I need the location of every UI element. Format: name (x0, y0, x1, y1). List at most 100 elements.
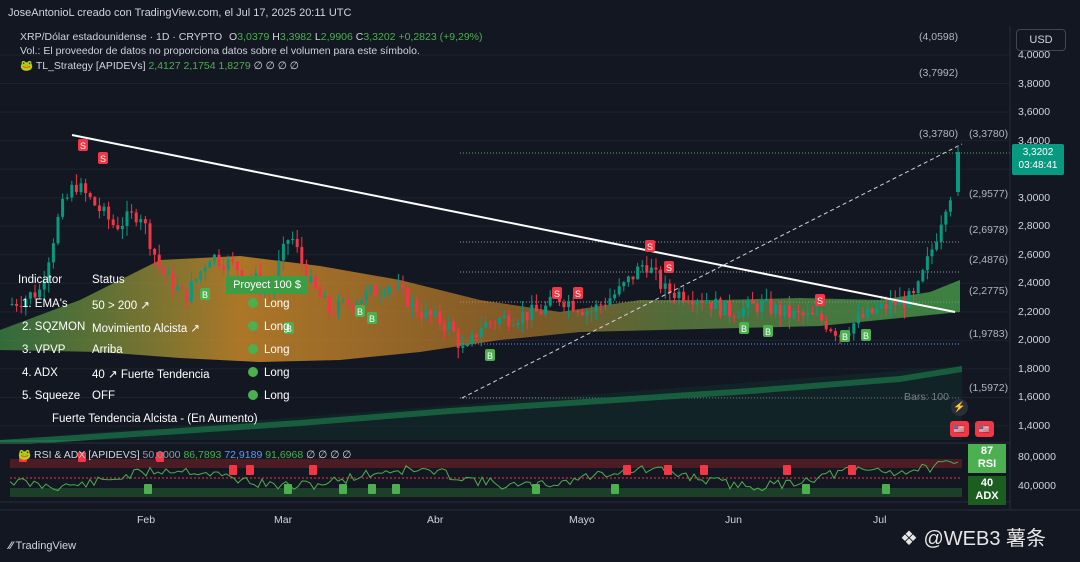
current-price: 3,3202 (1022, 147, 1054, 158)
rsi-buy-marker (144, 484, 152, 494)
sell-signal-marker (78, 139, 88, 151)
candle-body (231, 259, 235, 262)
rsi-buy-marker (802, 484, 810, 494)
rsi-sell-marker (664, 465, 672, 475)
candle-body (387, 286, 391, 294)
price-tick: 3,8000 (1018, 77, 1051, 90)
rsi-sell-marker (848, 465, 856, 475)
row-status: 40 ↗ Fuerte Tendencia (92, 369, 210, 381)
currency-button[interactable]: USD (1016, 29, 1066, 51)
candle-body (157, 254, 161, 268)
candle-body (525, 312, 529, 320)
candle-body (360, 299, 364, 304)
candle-body (718, 298, 722, 316)
level-label: (2,4876) (969, 254, 1009, 266)
candle-body (97, 205, 101, 212)
rsi-line (9, 460, 959, 492)
candle-body (925, 256, 929, 271)
candle-body (199, 271, 203, 279)
signal-marker-label: B (369, 314, 375, 324)
candle-body (511, 325, 515, 327)
ohlc-low-label: L (314, 31, 321, 43)
candle-body (783, 305, 787, 316)
candle-body (856, 314, 860, 324)
candle-body (396, 284, 400, 288)
row-status: OFF (92, 390, 115, 402)
flag-us-icon[interactable]: 🇺🇸 (950, 421, 969, 437)
candle-body (912, 291, 916, 294)
candle-body (79, 183, 83, 193)
candle-body (617, 286, 621, 295)
candle-body (603, 304, 607, 306)
rsi-sell-marker (246, 465, 254, 475)
strategy-v3: 1,8279 (218, 60, 251, 72)
sell-signal-marker (98, 152, 108, 164)
tradingview-logo[interactable]: ⁄⁄ TradingView (9, 540, 76, 552)
rsi-sell-marker (229, 465, 237, 475)
rsi-markers (19, 452, 890, 494)
flag-us-icon[interactable]: 🇺🇸 (975, 421, 994, 437)
price-tick: 2,2000 (1018, 305, 1051, 318)
candle-body (465, 343, 469, 347)
buy-signal-marker (200, 288, 210, 300)
candle-body (548, 296, 552, 306)
symbol-legend[interactable]: XRP/Dólar estadounidense · 1D · CRYPTO O… (20, 31, 483, 43)
candle-body (870, 308, 874, 314)
candle-body (410, 300, 414, 308)
candle-body (677, 291, 681, 299)
candle-body (107, 206, 111, 220)
candle-body (567, 301, 571, 308)
candle-body (608, 298, 612, 306)
time-axis-label: Mar (274, 514, 293, 526)
sell-signal-marker (552, 287, 562, 299)
signal-marker-label: B (357, 307, 363, 317)
candle-body (806, 312, 810, 316)
signal-marker-label: S (554, 289, 560, 299)
candle-body (948, 200, 952, 212)
time-axis-label: Jun (725, 514, 742, 526)
candle-body (240, 270, 244, 278)
candle-body (350, 304, 354, 309)
lightning-icon[interactable]: ⚡ (951, 399, 968, 416)
candle-body (10, 303, 14, 305)
row-indicator: 1. EMA's (22, 298, 68, 310)
candle-body (521, 312, 525, 323)
candle-body (626, 276, 630, 283)
candle-body (143, 219, 147, 224)
buy-signal-marker (355, 305, 365, 317)
candle-body (636, 266, 640, 280)
candle-body (921, 270, 925, 282)
candle-body (442, 324, 446, 330)
candle-body (902, 298, 906, 308)
candle-body (102, 206, 106, 212)
strategy-legend[interactable]: 🐸 TL_Strategy [APIDEVs] 2,4127 2,1754 1,… (20, 59, 299, 72)
price-tick: 2,0000 (1018, 334, 1051, 347)
candle-body (194, 278, 198, 281)
candle-body (939, 224, 943, 242)
rsi-value-tag: 87 RSI (968, 444, 1006, 473)
candle-body (314, 276, 318, 289)
candle-body (557, 298, 561, 303)
status-dot-icon (248, 390, 258, 400)
candle-body (185, 288, 189, 302)
candle-body (327, 296, 331, 313)
price-tick: 2,4000 (1018, 277, 1051, 290)
candle-body (695, 301, 699, 305)
candle-body (438, 311, 442, 325)
row-projection: Long (264, 367, 290, 379)
rsi-legend[interactable]: 🐸 RSI & ADX [APIDEVS] 50,0000 86,7893 72… (18, 448, 351, 461)
row-projection: Long (264, 298, 290, 310)
candle-body (590, 311, 594, 313)
rsi-sell-marker (309, 465, 317, 475)
candle-body (682, 291, 686, 302)
signal-marker-label: B (842, 332, 848, 342)
candle-body (631, 276, 635, 280)
rsi-rest: ∅ ∅ ∅ ∅ (306, 449, 352, 461)
strategy-v2: 2,1754 (183, 60, 216, 72)
candle-body (212, 254, 216, 262)
candle-body (879, 303, 883, 309)
candle-body (792, 310, 796, 318)
candle-body (19, 305, 23, 307)
candle-body (640, 265, 644, 267)
ohlc-low: 2,9906 (320, 31, 353, 43)
